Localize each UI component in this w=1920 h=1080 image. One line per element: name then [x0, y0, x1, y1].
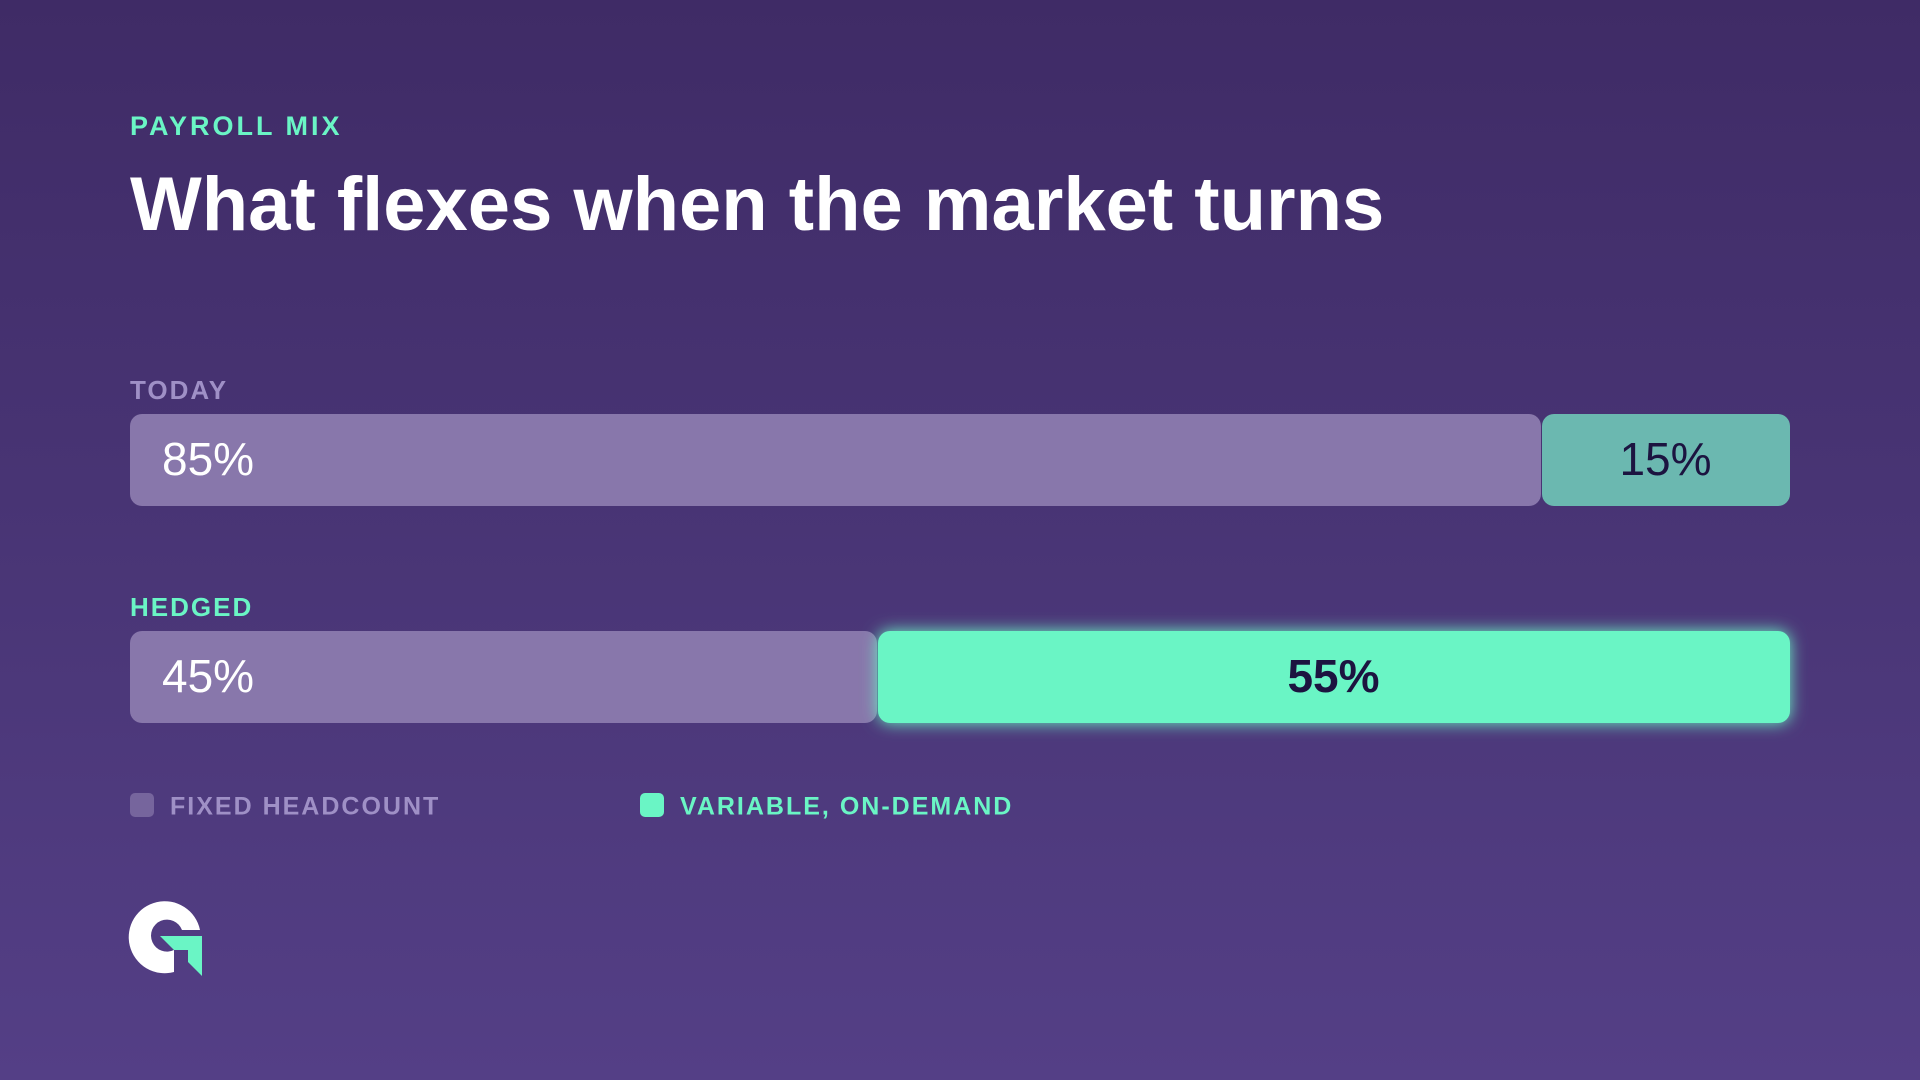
bar-segment	[878, 631, 1790, 723]
value-label: 15%	[1619, 433, 1711, 485]
legend-label: VARIABLE, ON-DEMAND	[680, 793, 1013, 821]
logo	[128, 901, 202, 976]
category-label: HEDGED	[130, 592, 253, 622]
chart-title: What flexes when the market turns	[130, 162, 1384, 247]
eyebrow: PAYROLL MIX	[130, 111, 343, 141]
value-label: 85%	[162, 433, 254, 485]
legend-swatch	[130, 793, 154, 817]
legend-swatch	[640, 793, 664, 817]
bar-segment	[130, 631, 877, 723]
value-label: 55%	[1287, 650, 1379, 702]
bar-segment	[130, 414, 1541, 506]
bar-segment	[1542, 414, 1790, 506]
legend-label: FIXED HEADCOUNT	[170, 793, 440, 821]
value-label: 45%	[162, 650, 254, 702]
category-label: TODAY	[130, 375, 228, 405]
